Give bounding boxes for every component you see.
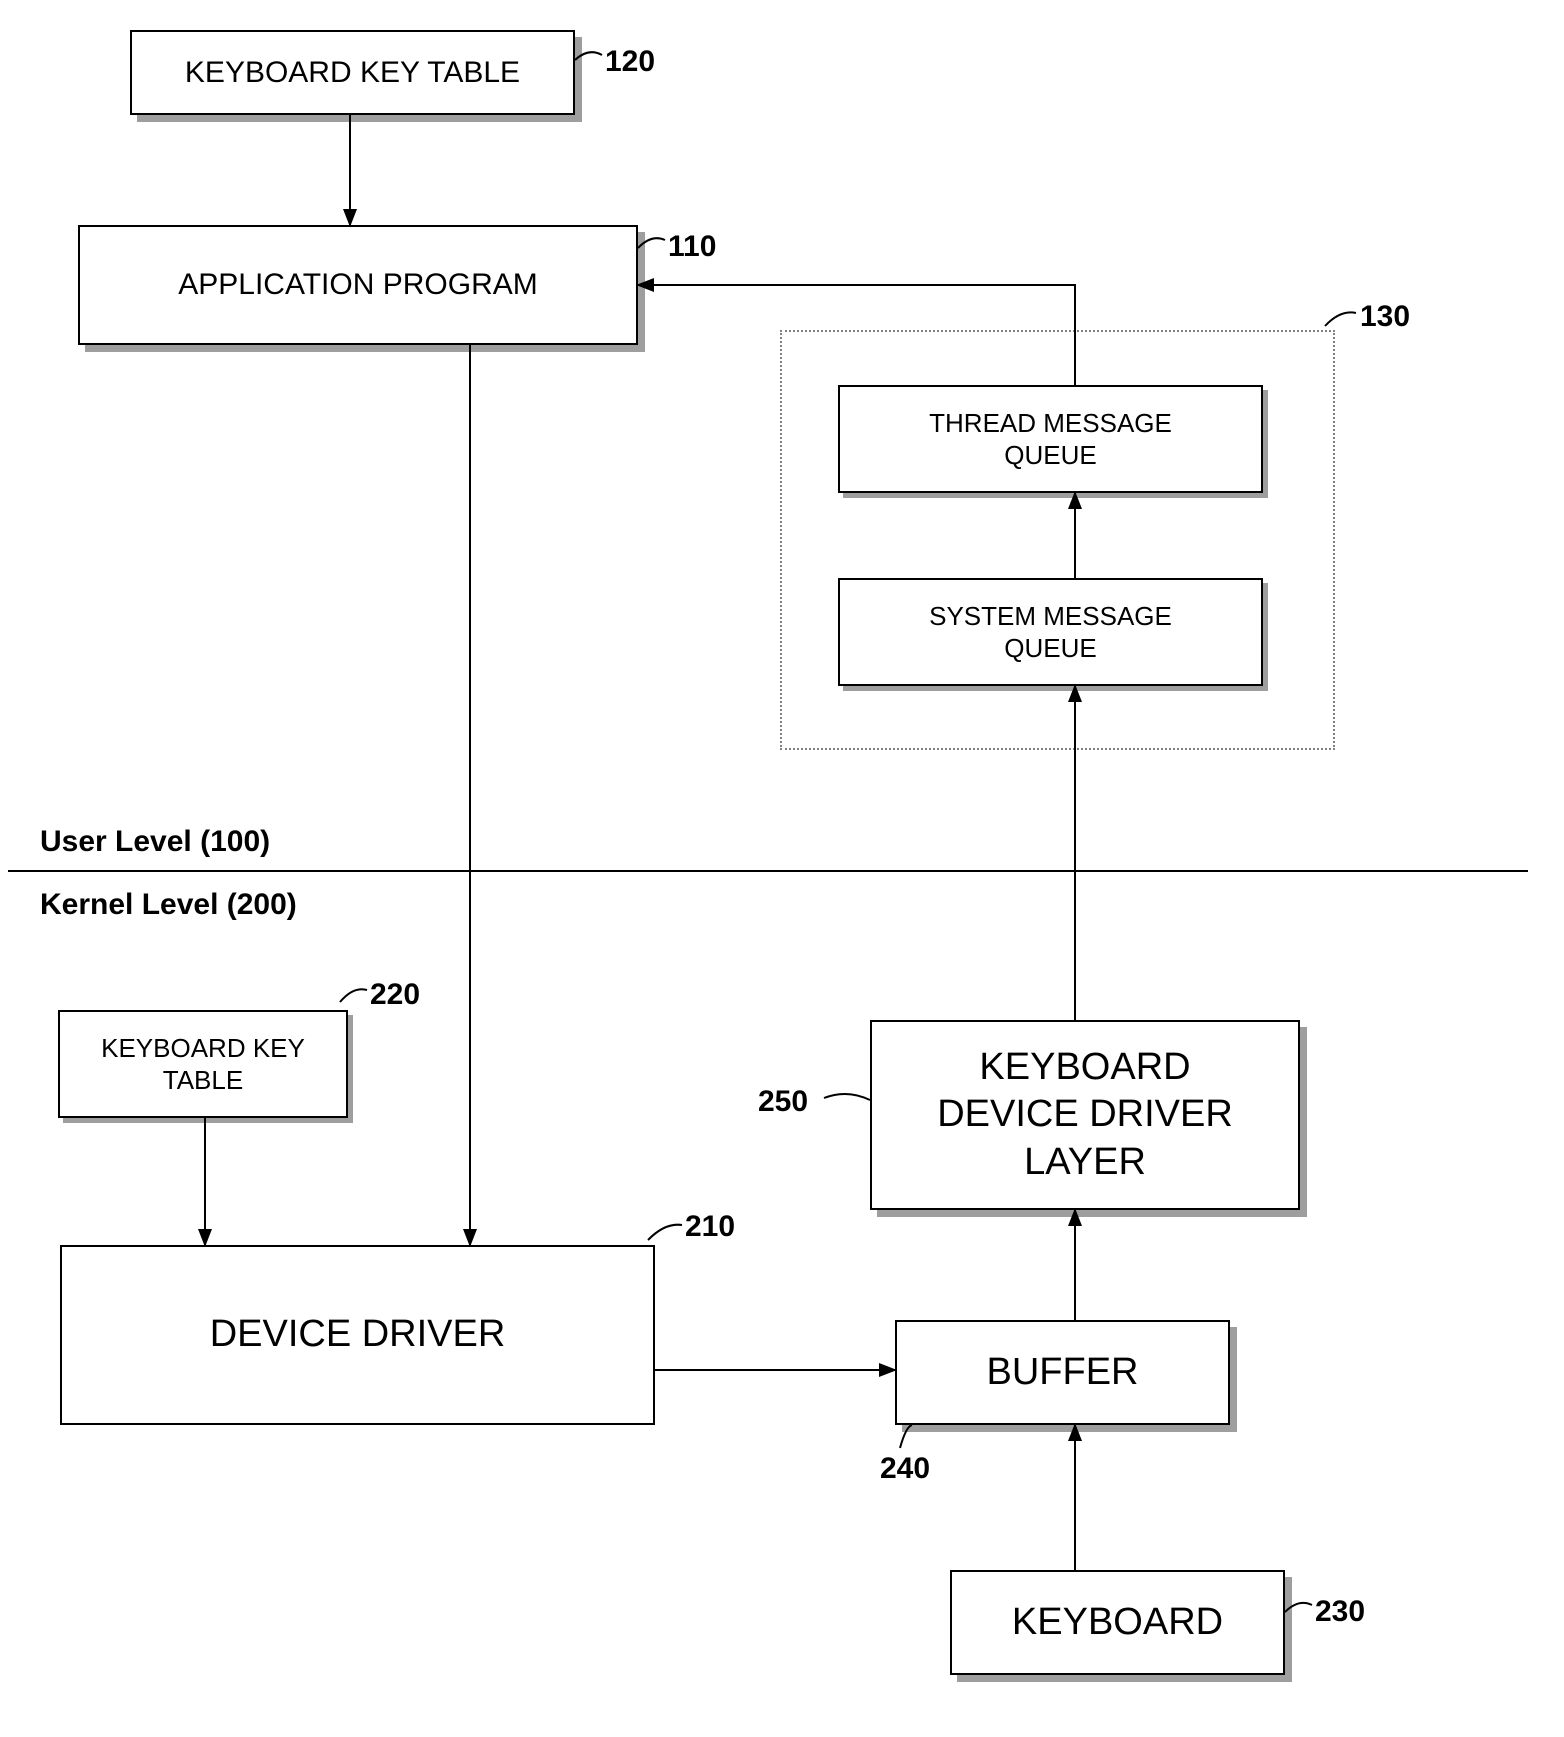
ref-label-keyboard_device_driver_layer: 250: [758, 1085, 808, 1119]
user-level-label: User Level (100): [40, 825, 270, 859]
ref-label-keyboard_key_table_top: 120: [605, 45, 655, 79]
node-system_message_queue: SYSTEM MESSAGE QUEUE: [838, 578, 1263, 686]
ref-lead-keyboard_device_driver_layer: [824, 1094, 870, 1100]
ref-label-keyboard: 230: [1315, 1595, 1365, 1629]
node-application_program: APPLICATION PROGRAM: [78, 225, 638, 345]
node-keyboard_key_table_k: KEYBOARD KEY TABLE: [58, 1010, 348, 1118]
ref-label-device_driver: 210: [685, 1210, 735, 1244]
node-buffer: BUFFER: [895, 1320, 1230, 1425]
node-device_driver: DEVICE DRIVER: [60, 1245, 655, 1425]
level-divider: [8, 870, 1528, 872]
diagram-canvas: User Level (100) Kernel Level (200) KEYBOA…: [0, 0, 1564, 1737]
ref-label-buffer: 240: [880, 1452, 930, 1486]
ref-label-keyboard_key_table_k: 220: [370, 978, 420, 1012]
node-keyboard_device_driver_layer: KEYBOARD DEVICE DRIVER LAYER: [870, 1020, 1300, 1210]
ref-lead-keyboard_key_table_k: [340, 989, 367, 1002]
ref-label-dashed_group: 130: [1360, 300, 1410, 334]
kernel-level-label: Kernel Level (200): [40, 888, 297, 922]
ref-label-application_program: 110: [668, 230, 716, 264]
node-thread_message_queue: THREAD MESSAGE QUEUE: [838, 385, 1263, 493]
ref-lead-device_driver: [648, 1225, 682, 1240]
node-keyboard_key_table_top: KEYBOARD KEY TABLE: [130, 30, 575, 115]
node-keyboard: KEYBOARD: [950, 1570, 1285, 1675]
ref-lead-dashed_group: [1325, 312, 1356, 326]
